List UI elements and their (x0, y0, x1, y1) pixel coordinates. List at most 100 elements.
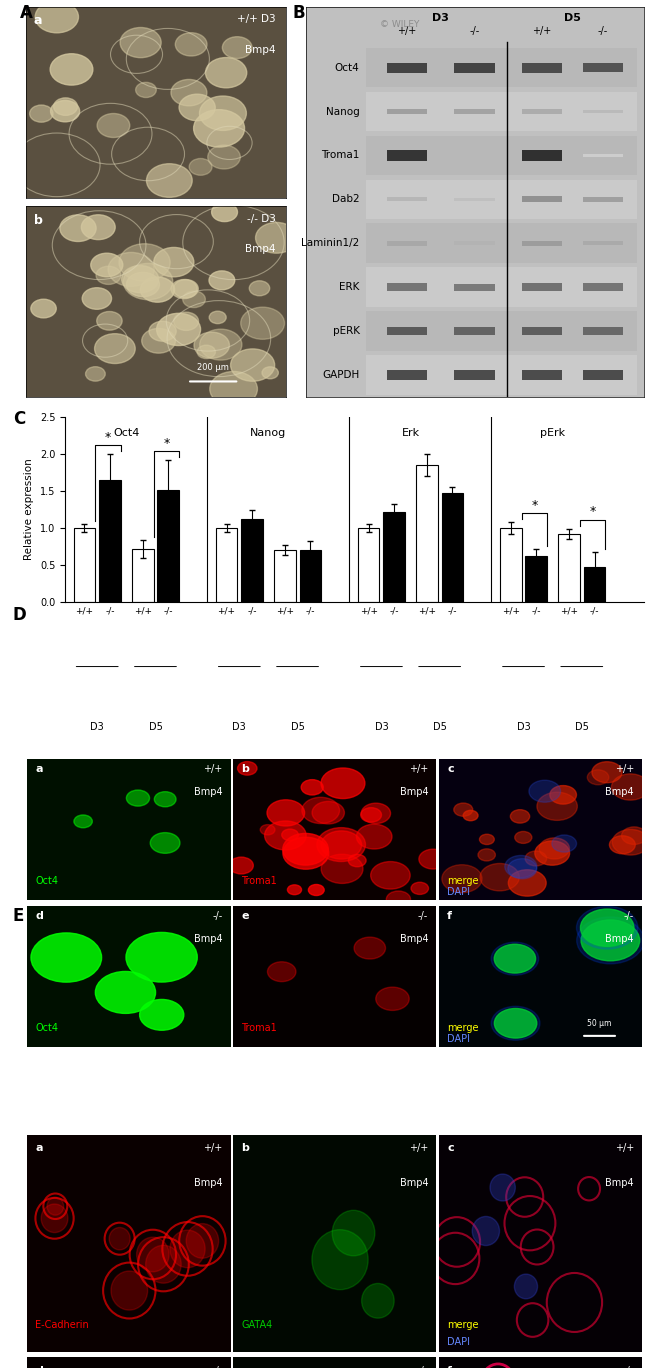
Text: Bmp4: Bmp4 (194, 1178, 222, 1189)
Circle shape (126, 789, 150, 806)
Circle shape (140, 278, 175, 302)
Circle shape (508, 870, 546, 896)
Text: D3: D3 (374, 722, 388, 732)
Text: d: d (36, 911, 44, 921)
Circle shape (540, 837, 569, 859)
Text: -/-: -/- (469, 26, 480, 37)
Text: +/+: +/+ (615, 765, 634, 774)
Text: Bmp4: Bmp4 (245, 45, 276, 55)
Circle shape (581, 921, 640, 960)
Circle shape (312, 1230, 368, 1290)
Circle shape (183, 291, 205, 308)
Bar (522, 63, 562, 73)
Bar (582, 241, 623, 245)
Circle shape (176, 33, 207, 56)
Circle shape (514, 1274, 538, 1298)
Circle shape (249, 280, 270, 295)
Circle shape (260, 825, 275, 834)
Circle shape (610, 836, 635, 854)
Circle shape (82, 287, 112, 309)
Circle shape (267, 800, 305, 826)
Bar (454, 369, 495, 379)
Circle shape (361, 807, 382, 822)
Bar (367, 223, 637, 263)
Text: Bmp4: Bmp4 (605, 934, 634, 944)
Circle shape (442, 865, 482, 893)
Text: c: c (447, 765, 454, 774)
Text: Bmp4: Bmp4 (605, 1178, 634, 1189)
Bar (454, 109, 495, 114)
Circle shape (494, 944, 536, 973)
Circle shape (321, 830, 361, 859)
Circle shape (60, 215, 96, 242)
Text: 200 μm: 200 μm (197, 363, 229, 372)
Text: Erk: Erk (402, 428, 420, 438)
Circle shape (119, 244, 170, 282)
Text: Laminin1/2: Laminin1/2 (302, 238, 359, 248)
Circle shape (212, 202, 237, 222)
Bar (387, 369, 427, 379)
Circle shape (550, 785, 577, 804)
Bar (454, 197, 495, 201)
Circle shape (612, 829, 649, 855)
Circle shape (146, 164, 192, 197)
Circle shape (376, 988, 410, 1011)
Bar (387, 327, 427, 335)
Text: +/+: +/+ (409, 765, 428, 774)
Circle shape (491, 1007, 540, 1040)
Bar (500, 528, 521, 602)
Circle shape (170, 1230, 205, 1268)
Bar (274, 550, 296, 602)
Circle shape (529, 780, 560, 802)
Circle shape (577, 906, 638, 949)
Text: D5: D5 (575, 722, 589, 732)
Circle shape (35, 1, 79, 33)
Bar (582, 327, 623, 335)
Circle shape (91, 253, 123, 276)
Circle shape (361, 1283, 394, 1319)
Circle shape (81, 215, 115, 239)
Circle shape (283, 837, 329, 869)
Circle shape (208, 145, 240, 170)
Bar (367, 267, 637, 306)
Text: Troma1: Troma1 (321, 150, 359, 160)
Text: Bmp4: Bmp4 (605, 787, 634, 798)
Circle shape (96, 971, 155, 1014)
Circle shape (174, 279, 198, 298)
Bar (73, 528, 96, 602)
Bar (558, 534, 580, 602)
Circle shape (209, 311, 226, 324)
Text: a: a (36, 1144, 43, 1153)
Circle shape (317, 828, 365, 862)
Bar (441, 492, 463, 602)
Circle shape (51, 100, 80, 122)
Circle shape (281, 829, 298, 841)
Circle shape (321, 767, 365, 799)
Text: Oct4: Oct4 (113, 428, 140, 438)
Circle shape (124, 264, 173, 300)
Text: +/+: +/+ (409, 1144, 428, 1153)
Text: Troma1: Troma1 (241, 1023, 277, 1033)
Circle shape (205, 57, 247, 88)
Circle shape (126, 272, 159, 297)
Text: A: A (20, 4, 32, 22)
Circle shape (194, 109, 244, 146)
Text: -/- D3: -/- D3 (247, 213, 276, 223)
Text: DAPI: DAPI (447, 888, 470, 897)
Circle shape (200, 330, 242, 360)
Text: *: * (531, 499, 538, 512)
Text: pErk: pErk (540, 428, 566, 438)
Circle shape (301, 780, 323, 795)
Bar (387, 197, 427, 201)
Text: +/+: +/+ (397, 26, 417, 37)
Text: Bmp4: Bmp4 (400, 787, 428, 798)
Bar (241, 520, 263, 602)
Bar (216, 528, 237, 602)
Circle shape (96, 267, 121, 285)
Circle shape (255, 223, 298, 253)
Text: Nanog: Nanog (250, 428, 287, 438)
Text: -/-: -/- (418, 911, 428, 921)
Text: +/+ D3: +/+ D3 (237, 15, 276, 25)
Bar (522, 241, 562, 246)
Circle shape (478, 848, 495, 860)
